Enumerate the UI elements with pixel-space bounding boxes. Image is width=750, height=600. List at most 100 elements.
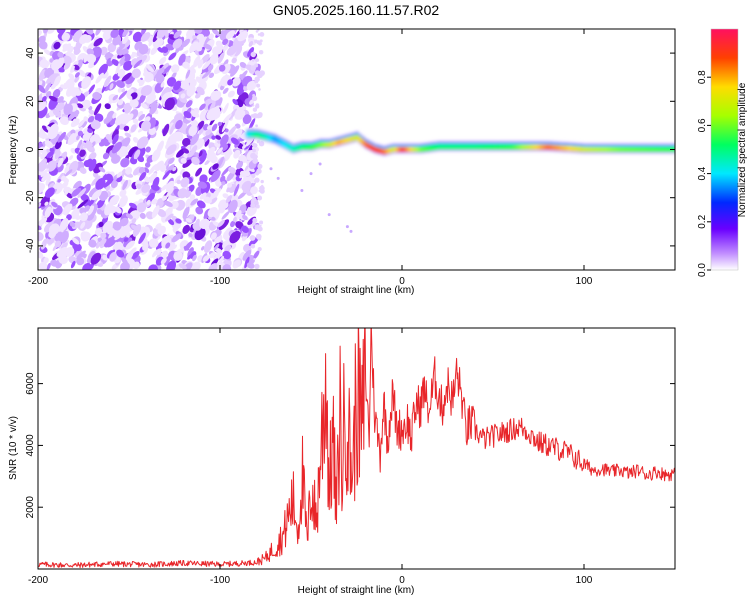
noise-speck xyxy=(145,93,156,104)
noise-speck xyxy=(54,140,62,150)
ridge-core-cell xyxy=(623,147,627,152)
ridge-core-cell xyxy=(474,144,477,150)
ridge-core-cell xyxy=(636,147,640,152)
ridge-core-cell xyxy=(370,145,374,151)
noise-speck xyxy=(237,191,247,200)
noise-speck xyxy=(222,113,232,124)
noise-edge-speck xyxy=(259,220,264,225)
noise-speck xyxy=(57,178,61,183)
noise-speck xyxy=(151,249,159,258)
ridge-core-cell xyxy=(384,149,388,154)
ridge-core-cell xyxy=(426,146,429,152)
noise-speck xyxy=(111,59,120,67)
noise-speck xyxy=(230,242,237,250)
noise-speck xyxy=(81,99,91,109)
noise-edge-speck xyxy=(254,70,260,76)
noise-speck xyxy=(223,102,229,114)
stray-point xyxy=(327,213,331,217)
noise-speck xyxy=(145,146,151,153)
ridge-core-cell xyxy=(635,147,638,152)
noise-speck xyxy=(185,198,191,208)
noise-speck xyxy=(62,203,73,215)
noise-speck xyxy=(212,29,220,36)
ridge-core-cell xyxy=(386,148,389,154)
noise-edge-speck xyxy=(254,263,260,270)
noise-speck xyxy=(49,147,55,153)
snr-frame xyxy=(37,327,676,570)
ridge-core-cell xyxy=(665,147,669,152)
noise-speck xyxy=(78,69,86,78)
ridge-core-cell xyxy=(326,142,330,148)
ridge-core-cell xyxy=(570,146,573,152)
noise-speck xyxy=(222,87,229,94)
noise-speck xyxy=(220,134,229,147)
ridge-core-cell xyxy=(475,144,479,150)
ridge-core-cell xyxy=(586,147,589,152)
noise-edge-speck xyxy=(257,226,263,232)
noise-speck xyxy=(67,112,77,121)
ridge-core-cell xyxy=(558,145,561,151)
noise-speck xyxy=(167,132,176,141)
noise-edge-speck xyxy=(255,171,260,176)
noise-speck xyxy=(63,61,71,70)
noise-speck xyxy=(246,262,255,269)
noise-speck xyxy=(87,116,95,123)
ridge-core-cell xyxy=(439,144,442,150)
noise-speck xyxy=(122,35,129,45)
noise-speck xyxy=(157,209,167,218)
noise-speck xyxy=(125,166,133,175)
noise-speck xyxy=(109,252,117,262)
noise-speck xyxy=(79,212,88,222)
ridge-core-cell xyxy=(459,144,462,150)
noise-edge-speck xyxy=(250,203,256,209)
ridge-core-cell xyxy=(638,147,641,152)
ridge-core-cell xyxy=(631,147,634,152)
ridge-core-cell xyxy=(662,147,666,152)
noise-speck xyxy=(214,243,220,251)
noise-speck xyxy=(222,250,232,260)
noise-speck xyxy=(203,196,212,204)
noise-speck xyxy=(77,188,87,198)
ridge-core-cell xyxy=(644,147,647,152)
noise-edge-speck xyxy=(252,158,259,164)
noise-speck xyxy=(55,102,65,112)
noise-speck xyxy=(118,226,126,235)
noise-speck xyxy=(137,79,144,85)
ridge-core-cell xyxy=(450,144,454,150)
noise-speck xyxy=(111,141,122,154)
ridge-core-cell xyxy=(254,132,257,138)
ridge-core-cell xyxy=(609,147,612,152)
noise-speck xyxy=(195,76,204,85)
noise-speck xyxy=(177,188,188,199)
noise-speck xyxy=(38,261,48,270)
noise-speck xyxy=(144,162,151,168)
noise-edge-speck xyxy=(258,141,265,147)
noise-edge-speck xyxy=(257,163,263,169)
noise-speck xyxy=(160,257,167,265)
ridge-core-cell xyxy=(522,144,525,150)
ridge-core-cell xyxy=(658,147,661,152)
noise-speck xyxy=(124,132,132,138)
noise-speck xyxy=(114,206,122,214)
noise-speck xyxy=(193,55,201,68)
ridge-core-cell xyxy=(433,145,436,151)
noise-speck xyxy=(79,149,86,157)
noise-speck xyxy=(217,156,224,169)
noise-speck xyxy=(150,184,160,191)
noise-speck xyxy=(114,113,126,126)
ridge-core-cell xyxy=(535,144,538,150)
ridge-core-cell xyxy=(667,147,670,152)
noise-speck xyxy=(166,260,177,270)
noise-edge-speck xyxy=(250,51,256,58)
noise-speck xyxy=(208,33,215,40)
noise-speck xyxy=(91,189,102,201)
noise-speck xyxy=(132,118,139,124)
noise-speck xyxy=(125,113,134,122)
noise-speck xyxy=(205,129,212,136)
noise-speck xyxy=(242,214,248,221)
noise-speck xyxy=(156,67,165,76)
noise-speck xyxy=(171,233,182,243)
noise-speck xyxy=(70,65,75,73)
noise-speck xyxy=(57,157,64,168)
noise-speck xyxy=(233,149,241,159)
